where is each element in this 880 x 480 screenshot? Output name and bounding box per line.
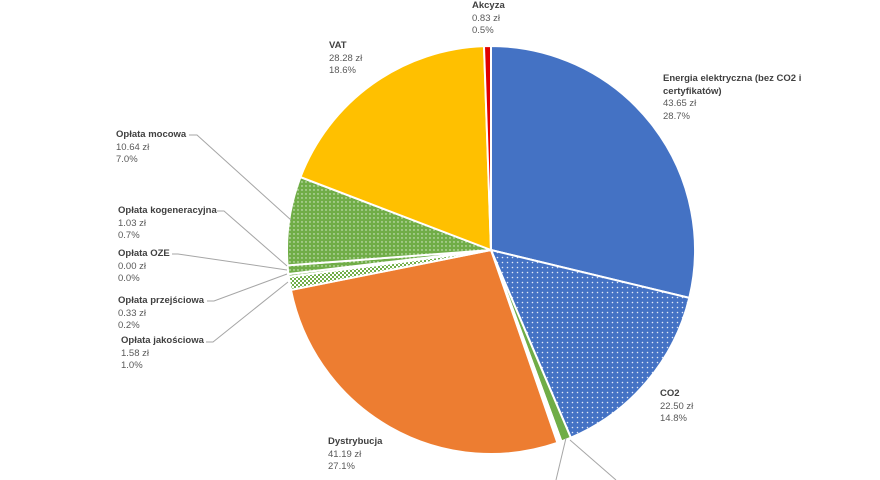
label-oplata-oze-value: 0.00 zł (118, 260, 146, 272)
label-oplata-mocowa-percent: 7.0% (116, 154, 138, 165)
label-vat-percent: 18.6% (329, 65, 356, 76)
label-oplata-oze-percent: 0.0% (118, 273, 140, 284)
label-dystrybucja-name: Dystrybucja (328, 436, 383, 447)
leader-line-oplata-przejsciowa (207, 273, 288, 302)
label-vat-name: VAT (329, 40, 347, 51)
pie-slice-co2 (489, 248, 691, 440)
label-energia-name: Energia elektryczna (bez CO2 i certyfika… (663, 73, 802, 97)
label-oplata-oze-name: Opłata OZE (118, 248, 170, 259)
leader-line-oplata-jakosciowa (206, 281, 289, 343)
label-co2: CO2 22.50 zł 14.8% (660, 388, 693, 426)
label-oplata-kogeneracyjna-percent: 0.7% (118, 230, 140, 241)
label-oplata-kogeneracyjna-name: Opłata kogeneracyjna (118, 205, 217, 216)
label-akcyza-value: 0.83 zł (472, 12, 500, 24)
label-vat-value: 28.28 zł (329, 52, 363, 64)
label-co2-value: 22.50 zł (660, 400, 694, 412)
label-co2-name: CO2 (660, 388, 680, 399)
label-oplata-jakosciowa-value: 1.58 zł (121, 347, 149, 359)
label-co2-percent: 14.8% (660, 413, 687, 424)
label-akcyza-name: Akcyza (472, 0, 505, 11)
label-akcyza: Akcyza 0.83 zł 0.5% (472, 0, 505, 38)
pie-slices (286, 44, 696, 455)
label-oplata-przejsciowa-value: 0.33 zł (118, 307, 146, 319)
label-oplata-mocowa-value: 10.64 zł (116, 141, 150, 153)
label-oplata-jakosciowa-percent: 1.0% (121, 360, 143, 371)
leader-line-oplata-mocowa (189, 134, 292, 221)
leader-line-small-slice-a (555, 437, 567, 480)
pie-slice-akcyza (482, 44, 492, 251)
label-oplata-mocowa-name: Opłata mocowa (116, 129, 187, 140)
label-energia-value: 43.65 zł (663, 98, 697, 109)
leader-line-small-slice-b (569, 439, 617, 480)
label-oplata-kogeneracyjna: Opłata kogeneracyjna 1.03 zł 0.7% (118, 205, 217, 243)
label-oplata-przejsciowa-name: Opłata przejściowa (118, 295, 205, 306)
pie-slice-vat (299, 45, 493, 252)
label-oplata-przejsciowa-percent: 0.2% (118, 320, 140, 331)
label-vat: VAT 28.28 zł 18.6% (329, 40, 362, 78)
label-energia: Energia elektryczna (bez CO2 i certyfika… (663, 73, 803, 123)
label-oplata-kogeneracyjna-value: 1.03 zł (118, 217, 146, 229)
pie-slice-energia-elektryczna-bez-co2-i-certyfikatow (490, 44, 696, 300)
label-dystrybucja-percent: 27.1% (328, 461, 355, 472)
label-oplata-mocowa: Opłata mocowa 10.64 zł 7.0% (116, 129, 186, 167)
leader-line-oplata-oze (172, 253, 288, 271)
label-dystrybucja: Dystrybucja 41.19 zł 27.1% (328, 436, 382, 474)
leader-line-oplata-kogeneracyjna (217, 210, 288, 267)
label-oplata-jakosciowa-name: Opłata jakościowa (121, 335, 204, 346)
label-energia-percent: 28.7% (663, 110, 690, 122)
label-dystrybucja-value: 41.19 zł (328, 448, 362, 460)
leader-lines (172, 134, 617, 480)
pie-slice-dystrybucja (289, 248, 559, 455)
label-oplata-jakosciowa: Opłata jakościowa 1.58 zł 1.0% (121, 335, 204, 373)
label-oplata-przejsciowa: Opłata przejściowa 0.33 zł 0.2% (118, 295, 204, 333)
label-akcyza-percent: 0.5% (472, 25, 494, 36)
label-oplata-oze: Opłata OZE 0.00 zł 0.0% (118, 248, 170, 286)
